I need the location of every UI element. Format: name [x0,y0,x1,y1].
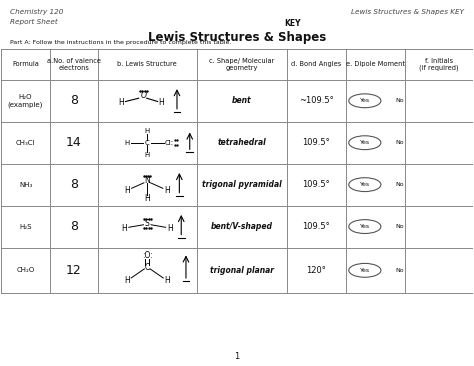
Text: S: S [145,219,150,228]
Text: H: H [158,98,164,107]
Text: KEY: KEY [284,19,301,28]
Text: b. Lewis Structure: b. Lewis Structure [118,61,177,67]
Text: H: H [124,140,129,146]
Text: Yes: Yes [360,98,370,103]
Text: H: H [125,186,130,195]
Text: H: H [122,224,128,232]
Text: No: No [395,182,404,187]
Text: C: C [145,263,150,272]
Text: bent: bent [232,96,252,105]
Text: trigonal planar: trigonal planar [210,266,273,275]
Text: H: H [164,276,170,285]
Text: 109.5°: 109.5° [302,222,330,231]
Text: N: N [144,176,150,185]
Text: O: O [140,91,146,100]
Text: :O:: :O: [142,250,153,259]
Text: H: H [164,186,170,195]
Text: 14: 14 [66,136,82,149]
Text: e. Dipole Moment: e. Dipole Moment [346,61,405,67]
Text: a.No. of valence
electrons: a.No. of valence electrons [47,58,101,71]
Text: Yes: Yes [360,268,370,273]
Text: NH₃: NH₃ [19,182,32,188]
Text: No: No [395,98,404,103]
Text: bent/V-shaped: bent/V-shaped [211,222,273,231]
Text: Yes: Yes [360,140,370,145]
Text: H: H [145,152,150,158]
Text: H: H [125,276,130,285]
Text: Part A: Follow the instructions in the procedure to complete this table.: Part A: Follow the instructions in the p… [10,40,231,45]
Text: H: H [167,224,173,232]
Text: 120°: 120° [306,266,326,275]
Text: CH₃Cl: CH₃Cl [16,140,35,146]
Text: Yes: Yes [360,182,370,187]
Text: 8: 8 [70,178,78,191]
Text: 8: 8 [70,94,78,107]
Text: 8: 8 [70,220,78,233]
Text: H₂S: H₂S [19,224,32,229]
Text: tetrahedral: tetrahedral [218,138,266,147]
Text: No: No [395,140,404,145]
Text: Cl:: Cl: [164,140,174,146]
Text: trigonal pyramidal: trigonal pyramidal [202,180,282,189]
Text: No: No [395,268,404,273]
Text: No: No [395,224,404,229]
Text: 12: 12 [66,264,82,277]
Text: 109.5°: 109.5° [302,180,330,189]
Text: H: H [145,128,150,134]
Text: CH₂O: CH₂O [17,267,35,273]
Text: 109.5°: 109.5° [302,138,330,147]
Text: Formula: Formula [12,61,39,67]
Text: c. Shape/ Molecular
geometry: c. Shape/ Molecular geometry [209,58,274,71]
Text: C: C [145,140,150,146]
Text: d. Bond Angles: d. Bond Angles [291,61,341,67]
Text: H₂O
(example): H₂O (example) [8,94,43,108]
Text: Lewis Structures & Shapes: Lewis Structures & Shapes [148,31,326,44]
Text: H: H [118,98,124,107]
Text: Chemistry 120: Chemistry 120 [10,9,64,15]
Text: f. Initials
(if required): f. Initials (if required) [419,57,459,71]
Text: Lewis Structures & Shapes KEY: Lewis Structures & Shapes KEY [351,9,464,15]
Text: ~109.5°: ~109.5° [299,96,334,105]
Text: Yes: Yes [360,224,370,229]
Text: Report Sheet: Report Sheet [10,19,58,25]
Text: 1: 1 [234,352,240,361]
Text: H: H [144,194,150,203]
